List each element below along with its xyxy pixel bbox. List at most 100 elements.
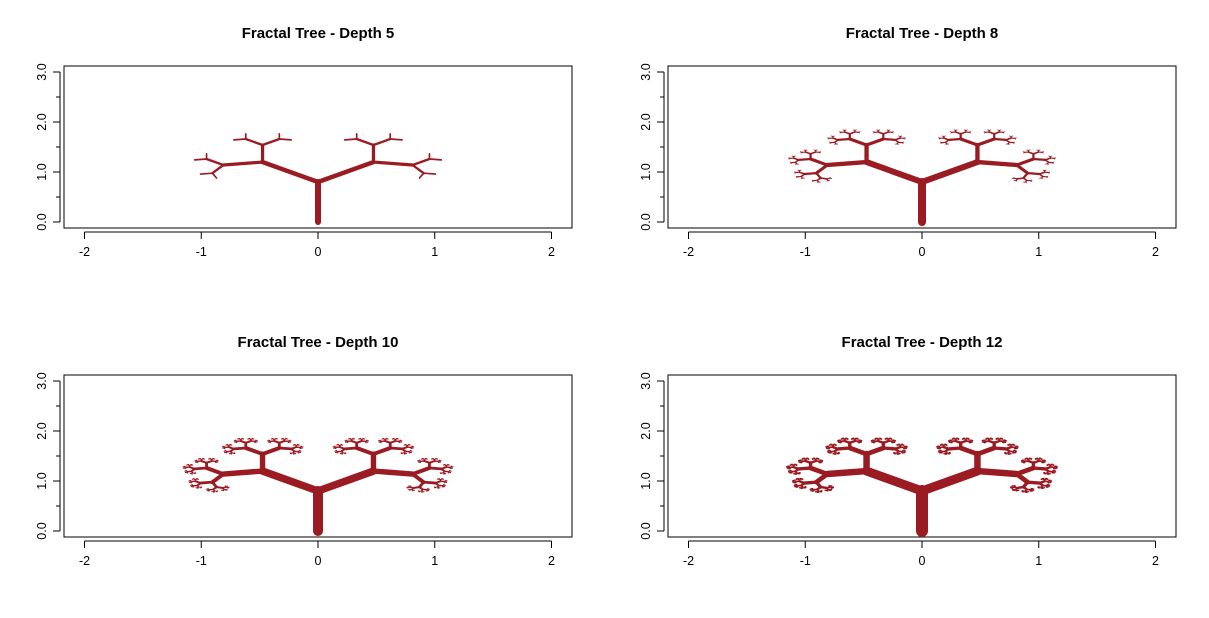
tree-branch (205, 157, 225, 167)
tree-branch (1053, 157, 1056, 160)
tree-branch (410, 466, 432, 476)
y-tick-label: 1.0 (35, 472, 49, 489)
tree-branch (205, 460, 213, 464)
tree-branch (1031, 466, 1047, 471)
tree-branch (947, 137, 962, 142)
tree-branch (882, 439, 890, 445)
tree-branch (1025, 480, 1042, 485)
tree-branch (854, 129, 857, 131)
tree-branch (1032, 151, 1040, 155)
tree-branch (788, 157, 791, 159)
x-tick-label: 2 (548, 554, 555, 568)
tree-branch (260, 446, 282, 456)
tree-branch (805, 149, 808, 151)
tree-branch (1002, 131, 1005, 134)
tree-branch (998, 129, 1002, 131)
plot-frame (667, 65, 1177, 229)
tree-branch (412, 485, 421, 489)
chart-panel-depth-10: Fractal Tree - Depth 10 -2 -1 0 1 2 0.0 (35, 334, 573, 568)
tree-branch (877, 131, 885, 135)
tree-branch (901, 142, 904, 144)
tree-branch (220, 468, 266, 477)
tree-branch (975, 137, 996, 147)
tree-branch (215, 485, 224, 489)
tree-branch (193, 158, 208, 161)
y-tick-label: 2.0 (35, 422, 49, 439)
tree-branch (983, 131, 986, 133)
x-tick-label: 2 (1152, 245, 1159, 259)
tree-branch (315, 159, 376, 185)
tree-branch (258, 467, 322, 495)
tree-branch (894, 139, 900, 144)
tree-branch (371, 160, 415, 167)
tree-branch (244, 137, 264, 147)
x-axis: -2 -1 0 1 2 (79, 231, 555, 259)
tree-branch (314, 467, 378, 495)
tree-branch (1049, 155, 1053, 157)
x-axis: -2 -1 0 1 2 (79, 540, 555, 568)
tree-branch (1010, 135, 1014, 137)
tree-branch (942, 137, 950, 141)
tree-branch (227, 446, 235, 450)
tree-branch (428, 460, 436, 464)
tree-branch (371, 446, 393, 456)
y-tick-label: 0.0 (35, 213, 49, 230)
tree-branch (945, 143, 948, 145)
tree-branch (795, 163, 798, 165)
tree-branch (1013, 177, 1018, 180)
tree-branch (1026, 172, 1041, 176)
tree-branch (809, 151, 817, 155)
tree-branch (877, 129, 881, 131)
tree-branch (825, 159, 869, 168)
tree-branch (993, 439, 1001, 445)
tree-branch (799, 169, 802, 172)
tree-branch (848, 131, 856, 135)
tree-branch (1051, 162, 1054, 164)
tree-branch (1014, 137, 1017, 140)
tree-branch (422, 172, 437, 175)
tree-branch (243, 446, 265, 456)
tree-branch (836, 446, 852, 451)
chart-panel-depth-5: Fractal Tree - Depth 5 -2 -1 0 1 2 0.0 (35, 25, 573, 259)
tree-branch (917, 466, 982, 496)
tree-branch (959, 131, 967, 135)
tree-branch (1027, 151, 1035, 155)
tree-branch (277, 446, 293, 451)
tree-branch (844, 129, 847, 131)
tree-branch (802, 480, 819, 485)
tree-branch (343, 138, 358, 141)
tree-branch (819, 177, 828, 180)
tree-branch (863, 159, 925, 185)
y-tick-label: 2.0 (35, 113, 49, 130)
x-tick-label: 1 (431, 245, 438, 259)
x-tick-label: 1 (1035, 245, 1042, 259)
tree-branch (798, 171, 806, 175)
tree-branch (814, 163, 829, 175)
tree-branch (1045, 176, 1048, 178)
tree-branch (843, 131, 851, 135)
tree-branch (968, 131, 971, 134)
tree-branch (919, 159, 981, 185)
tree-branch (428, 466, 443, 471)
tree-branch (803, 172, 818, 176)
tree-branch (975, 445, 997, 457)
tree-branch (988, 129, 992, 131)
tree-branch (939, 141, 943, 144)
tree-branch (950, 131, 953, 133)
tree-layer (182, 437, 454, 536)
y-tick-label: 0.0 (35, 522, 49, 539)
tree-branch (816, 177, 822, 182)
tree-branch (848, 439, 857, 445)
chart-panel-depth-8: Fractal Tree - Depth 8 -2 -1 0 1 2 0.0 (639, 25, 1177, 259)
tree-branch (1022, 172, 1029, 180)
tree-branch (194, 480, 202, 485)
chart-title: Fractal Tree - Depth 8 (846, 25, 999, 42)
x-axis: -2 -1 0 1 2 (683, 231, 1159, 259)
x-tick-label: 0 (919, 245, 926, 259)
tree-branch (411, 163, 425, 175)
x-tick-label: -1 (196, 245, 207, 259)
y-tick-label: 1.0 (639, 163, 653, 180)
tree-branch (834, 143, 837, 145)
